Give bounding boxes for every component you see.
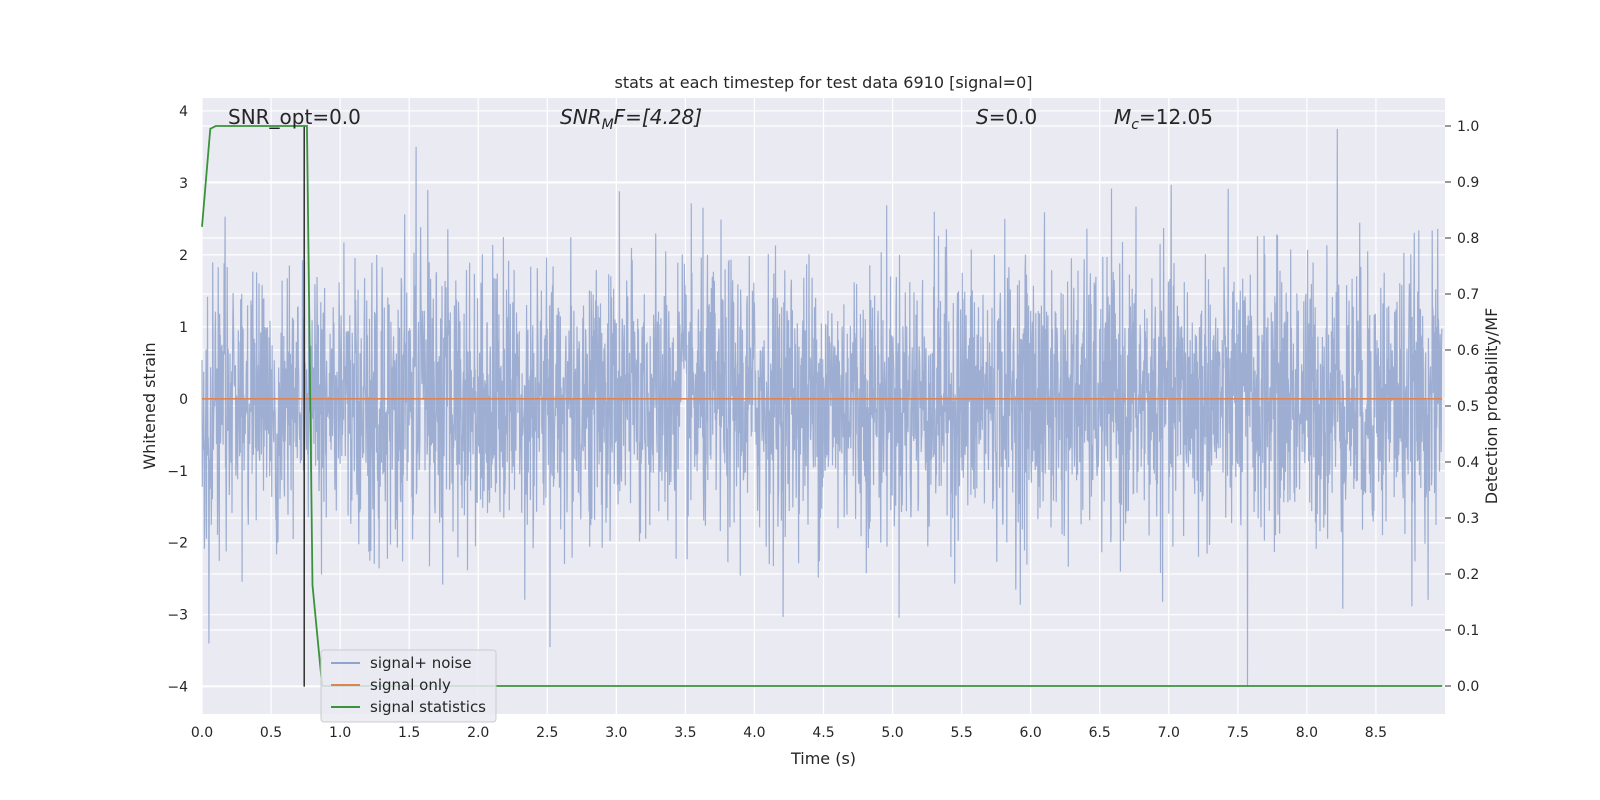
series-signal-noise-line	[201, 128, 1443, 687]
chart-title: stats at each timestep for test data 691…	[614, 73, 1032, 92]
x-tick-label: 0.5	[260, 725, 282, 741]
x-tick-label: 1.5	[398, 725, 420, 741]
left-y-tick-label: −3	[167, 608, 188, 624]
x-tick-label: 2.5	[536, 725, 558, 741]
x-tick-label: 7.0	[1158, 725, 1180, 741]
x-tick-label: 3.0	[605, 725, 627, 741]
legend-label-signal-only: signal only	[370, 676, 451, 694]
legend-label-signal-noise: signal+ noise	[370, 654, 472, 672]
mc-annotation: Mc=12.05	[1114, 105, 1213, 133]
left-y-tick-label: −1	[167, 464, 188, 480]
x-tick-label: 4.5	[812, 725, 834, 741]
right-y-axis-label: Detection probability/MF	[1482, 308, 1501, 505]
x-tick-label: 1.0	[329, 725, 351, 741]
x-tick-label: 5.0	[881, 725, 903, 741]
x-tick-label: 5.5	[950, 725, 972, 741]
left-y-tick-label: 4	[179, 104, 188, 120]
x-tick-label: 2.0	[467, 725, 489, 741]
left-y-tick-label: 3	[179, 176, 188, 192]
right-y-tick-label: 0.8	[1457, 231, 1479, 247]
legend-box	[320, 649, 497, 723]
right-y-tick-label: 0.6	[1457, 343, 1479, 359]
left-y-tick-label: 1	[179, 320, 188, 336]
x-tick-label: 6.5	[1089, 725, 1111, 741]
snr-mf-annotation: SNRMF=[4.28]	[560, 105, 702, 133]
x-tick-label: 8.0	[1296, 725, 1318, 741]
s-annotation: S=0.0	[976, 105, 1037, 129]
left-y-tick-label: 2	[179, 248, 188, 264]
right-y-tick-label: 0.5	[1457, 399, 1479, 415]
right-y-tick-label: 1.0	[1457, 119, 1479, 135]
left-y-axis-ticks: 4 3 2 1 0 −1 −2 −3 −4	[167, 104, 188, 696]
x-tick-label: 3.5	[674, 725, 696, 741]
right-y-tick-label: 0.1	[1457, 623, 1479, 639]
x-tick-label: 0.0	[191, 725, 213, 741]
right-y-tick-label: 0.2	[1457, 567, 1479, 583]
x-axis-label: Time (s)	[790, 749, 856, 768]
x-tick-label: 7.5	[1227, 725, 1249, 741]
left-y-axis-label: Whitened strain	[140, 342, 159, 469]
left-y-tick-label: 0	[179, 392, 188, 408]
right-y-tick-label: 0.3	[1457, 511, 1479, 527]
legend-label-signal-statistics: signal statistics	[370, 698, 486, 716]
right-y-tick-label: 0.0	[1457, 679, 1479, 695]
left-y-tick-label: −4	[167, 680, 188, 696]
x-tick-label: 4.0	[743, 725, 765, 741]
left-y-tick-label: −2	[167, 536, 188, 552]
snr-opt-annotation: SNR_opt=0.0	[228, 105, 361, 129]
x-axis-ticks: 0.0 0.5 1.0 1.5 2.0 2.5 3.0 3.5 4.0 4.5 5.0 5.5 6.0 6…	[191, 725, 1387, 741]
legend: signal+ noise signal only signal statist…	[320, 649, 497, 723]
x-tick-label: 8.5	[1365, 725, 1387, 741]
right-y-tick-label: 0.4	[1457, 455, 1479, 471]
right-y-axis-ticks: 1.0 0.9 0.8 0.7 0.6 0.5 0.4 0.3 0.2 0.1 0.0	[1445, 119, 1479, 695]
right-y-tick-label: 0.9	[1457, 175, 1479, 191]
x-tick-label: 6.0	[1020, 725, 1042, 741]
right-y-tick-label: 0.7	[1457, 287, 1479, 303]
